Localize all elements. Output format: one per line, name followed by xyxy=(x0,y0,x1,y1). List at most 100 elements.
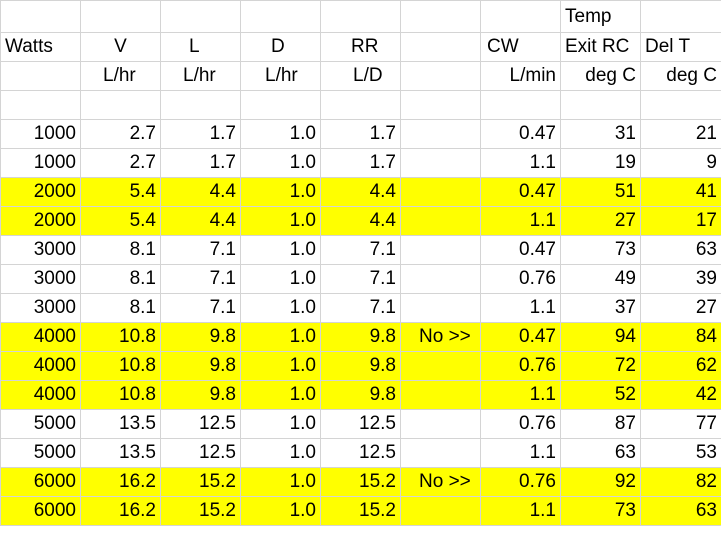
data-cell: 4.4 xyxy=(160,206,241,236)
blank-cell xyxy=(480,90,561,120)
data-row: 3000 8.1 7.1 1.0 7.1 1.1 37 27 xyxy=(0,293,721,323)
data-cell: 7.1 xyxy=(160,264,241,294)
data-cell: 52 xyxy=(560,380,641,410)
header-row: Watts V L D RR CW Exit RC Del T xyxy=(0,32,721,62)
data-cell: 63 xyxy=(640,496,721,526)
data-cell: 37 xyxy=(560,293,641,323)
data-cell xyxy=(400,148,481,178)
data-row: 6000 16.2 15.2 1.0 15.2 No >> 0.76 92 82 xyxy=(0,467,721,497)
data-cell: 9.8 xyxy=(160,351,241,381)
data-cell: 1.7 xyxy=(160,148,241,178)
blank-row xyxy=(0,90,721,120)
data-cell: 27 xyxy=(640,293,721,323)
data-cell: 1.0 xyxy=(240,206,321,236)
data-cell: 4.4 xyxy=(320,206,401,236)
data-cell: 1.0 xyxy=(240,438,321,468)
data-cell: 0.47 xyxy=(480,235,561,265)
data-cell: 42 xyxy=(640,380,721,410)
data-cell: 1.1 xyxy=(480,496,561,526)
data-row: 5000 13.5 12.5 1.0 12.5 1.1 63 53 xyxy=(0,438,721,468)
data-cell: 8.1 xyxy=(80,235,161,265)
data-cell: 49 xyxy=(560,264,641,294)
data-cell: 9.8 xyxy=(320,351,401,381)
header-cell: CW xyxy=(480,32,561,62)
data-cell: 1.0 xyxy=(240,322,321,352)
data-cell: 4.4 xyxy=(160,177,241,207)
header-cell xyxy=(0,0,81,33)
data-cell: 12.5 xyxy=(160,409,241,439)
data-cell: 0.76 xyxy=(480,264,561,294)
data-cell: 1000 xyxy=(0,119,81,149)
data-cell: 1.7 xyxy=(320,119,401,149)
data-cell: 9.8 xyxy=(320,380,401,410)
data-cell: 41 xyxy=(640,177,721,207)
data-cell: 19 xyxy=(560,148,641,178)
data-cell: 4000 xyxy=(0,380,81,410)
data-cell: 4.4 xyxy=(320,177,401,207)
data-cell: 73 xyxy=(560,235,641,265)
data-cell: 1.0 xyxy=(240,264,321,294)
data-row: 2000 5.4 4.4 1.0 4.4 1.1 27 17 xyxy=(0,206,721,236)
data-cell: 12.5 xyxy=(160,438,241,468)
data-cell: 15.2 xyxy=(160,496,241,526)
data-cell: 10.8 xyxy=(80,380,161,410)
header-cell: L xyxy=(160,32,241,62)
data-cell: 5000 xyxy=(0,409,81,439)
header-cell: L/hr xyxy=(80,61,161,91)
blank-cell xyxy=(80,90,161,120)
data-cell: No >> xyxy=(400,467,481,497)
data-cell: 1.7 xyxy=(160,119,241,149)
data-cell: 2.7 xyxy=(80,119,161,149)
header-cell xyxy=(400,32,481,62)
header-cell: L/min xyxy=(480,61,561,91)
header-cell: D xyxy=(240,32,321,62)
data-cell: 7.1 xyxy=(160,235,241,265)
header-cell: L/D xyxy=(320,61,401,91)
spreadsheet: Temp Watts V L D RR CW Exit RC Del T L/hr L/hr L/hr… xyxy=(0,0,721,526)
data-cell: 84 xyxy=(640,322,721,352)
header-cell xyxy=(640,0,721,33)
data-cell: 17 xyxy=(640,206,721,236)
data-cell: 53 xyxy=(640,438,721,468)
data-cell: 6000 xyxy=(0,496,81,526)
data-row: 4000 10.8 9.8 1.0 9.8 1.1 52 42 xyxy=(0,380,721,410)
data-cell xyxy=(400,293,481,323)
data-cell: 73 xyxy=(560,496,641,526)
header-cell xyxy=(480,0,561,33)
data-cell: 51 xyxy=(560,177,641,207)
data-cell: 0.76 xyxy=(480,467,561,497)
data-cell: 5000 xyxy=(0,438,81,468)
data-cell: 9 xyxy=(640,148,721,178)
header-cell: Temp xyxy=(560,0,641,33)
data-cell: 1.7 xyxy=(320,148,401,178)
data-cell: 77 xyxy=(640,409,721,439)
data-cell: 2.7 xyxy=(80,148,161,178)
blank-cell xyxy=(400,90,481,120)
data-cell: 92 xyxy=(560,467,641,497)
header-cell: L/hr xyxy=(240,61,321,91)
data-cell: 1.0 xyxy=(240,380,321,410)
data-cell: 7.1 xyxy=(160,293,241,323)
data-cell: 2000 xyxy=(0,206,81,236)
data-cell: No >> xyxy=(400,322,481,352)
data-cell: 6000 xyxy=(0,467,81,497)
data-cell: 1.0 xyxy=(240,351,321,381)
data-cell: 7.1 xyxy=(320,264,401,294)
data-cell: 16.2 xyxy=(80,467,161,497)
header-cell xyxy=(400,0,481,33)
sheet-body: Temp Watts V L D RR CW Exit RC Del T L/hr L/hr L/hr… xyxy=(0,0,721,526)
data-row: 3000 8.1 7.1 1.0 7.1 0.76 49 39 xyxy=(0,264,721,294)
data-cell: 21 xyxy=(640,119,721,149)
header-cell: Watts xyxy=(0,32,81,62)
data-cell: 0.47 xyxy=(480,119,561,149)
data-cell: 31 xyxy=(560,119,641,149)
header-cell: deg C xyxy=(640,61,721,91)
header-cell: L/hr xyxy=(160,61,241,91)
data-row: 2000 5.4 4.4 1.0 4.4 0.47 51 41 xyxy=(0,177,721,207)
header-cell xyxy=(240,0,321,33)
data-cell: 87 xyxy=(560,409,641,439)
header-cell xyxy=(80,0,161,33)
data-cell: 15.2 xyxy=(160,467,241,497)
